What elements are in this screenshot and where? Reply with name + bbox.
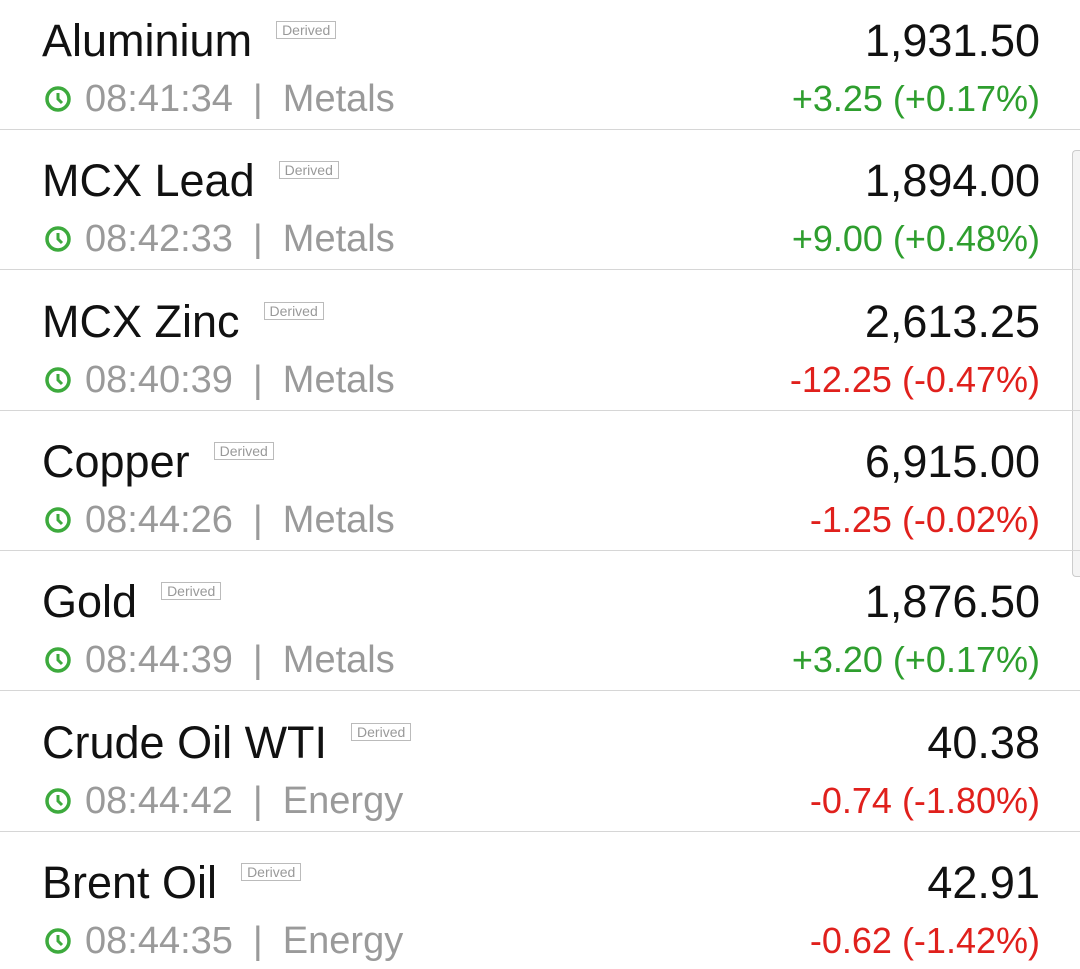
price: 40.38	[927, 716, 1040, 768]
time: 08:40:39	[85, 358, 233, 401]
instrument-name: Crude Oil WTI	[42, 716, 328, 768]
change: +3.25 (+0.17%)	[791, 78, 1040, 119]
clock-icon	[45, 226, 71, 253]
change: -12.25 (-0.47%)	[789, 358, 1040, 400]
price: 2,613.25	[864, 295, 1040, 347]
price: 1,931.50	[864, 15, 1040, 66]
change: -1.25 (-0.02%)	[809, 498, 1040, 540]
time: 08:44:39	[85, 639, 233, 682]
instrument-name: Copper	[42, 435, 190, 487]
clock-icon	[45, 787, 71, 814]
category: Metals	[282, 218, 395, 261]
clock-icon	[45, 928, 71, 954]
quote-row[interactable]: Gold Derived 08:44:39 | Metals 1,876.50 +3.20 …	[0, 551, 1080, 692]
change: +3.20 (+0.17%)	[791, 639, 1040, 681]
meta: 08:44:26 | Metals	[44, 501, 395, 539]
derived-badge: Derived	[276, 21, 337, 39]
separator: |	[252, 218, 263, 261]
category: Energy	[282, 919, 404, 962]
category: Energy	[282, 779, 404, 822]
meta: 08:41:34 | Metals	[44, 80, 395, 118]
separator: |	[252, 498, 263, 541]
derived-badge: Derived	[213, 441, 274, 460]
meta: 08:42:33 | Metals	[44, 220, 395, 258]
quote-row[interactable]: Aluminium Derived 08:41:34 | Metals 1,931.50 +…	[0, 0, 1080, 130]
time: 08:42:33	[85, 218, 233, 261]
quote-row[interactable]: MCX Zinc Derived 08:40:39 | Metals 2,613.25 -1…	[0, 271, 1080, 411]
change: -0.62 (-1.42%)	[809, 919, 1040, 961]
derived-badge: Derived	[351, 722, 412, 741]
category: Metals	[282, 639, 395, 682]
price: 1,876.50	[864, 576, 1040, 628]
derived-badge: Derived	[263, 301, 324, 320]
time: 08:41:34	[85, 78, 233, 120]
instrument-name: MCX Lead	[42, 155, 255, 207]
instrument-name: MCX Zinc	[42, 295, 240, 347]
scrollbar	[1072, 150, 1080, 577]
time: 08:44:35	[85, 919, 233, 962]
category: Metals	[282, 78, 395, 120]
category: Metals	[282, 498, 395, 541]
time: 08:44:42	[85, 779, 233, 822]
derived-badge: Derived	[278, 161, 339, 180]
instrument-name: Brent Oil	[42, 856, 218, 908]
clock-icon	[45, 366, 71, 393]
derived-badge: Derived	[161, 582, 222, 601]
separator: |	[252, 639, 263, 682]
price: 42.91	[927, 856, 1040, 908]
separator: |	[252, 779, 263, 822]
meta: 08:44:42 | Energy	[44, 782, 403, 820]
separator: |	[252, 78, 263, 120]
price: 1,894.00	[864, 155, 1040, 207]
instrument-name: Aluminium	[42, 15, 253, 66]
clock-icon	[45, 647, 71, 673]
quote-row[interactable]: Brent Oil Derived 08:44:35 | Energy 42.91 -0.6…	[0, 832, 1080, 969]
clock-icon	[45, 507, 71, 533]
meta: 08:40:39 | Metals	[44, 361, 395, 399]
derived-badge: Derived	[241, 862, 302, 881]
meta: 08:44:35 | Energy	[44, 922, 403, 960]
change: -0.74 (-1.80%)	[809, 779, 1040, 821]
price: 6,915.00	[864, 435, 1040, 487]
quote-row[interactable]: Copper Derived 08:44:26 | Metals 6,915.00 -1.2…	[0, 411, 1080, 551]
change: +9.00 (+0.48%)	[791, 218, 1040, 260]
separator: |	[252, 358, 263, 401]
quote-row[interactable]: MCX Lead Derived 08:42:33 | Metals 1,894.00 +9…	[0, 130, 1080, 271]
meta: 08:44:39 | Metals	[44, 641, 395, 679]
time: 08:44:26	[85, 498, 233, 541]
clock-icon	[45, 86, 71, 112]
category: Metals	[282, 358, 395, 401]
quote-row[interactable]: Crude Oil WTI Derived 08:44:42 | Energy 40.38…	[0, 692, 1080, 832]
separator: |	[252, 919, 263, 962]
instrument-name: Gold	[42, 576, 138, 628]
